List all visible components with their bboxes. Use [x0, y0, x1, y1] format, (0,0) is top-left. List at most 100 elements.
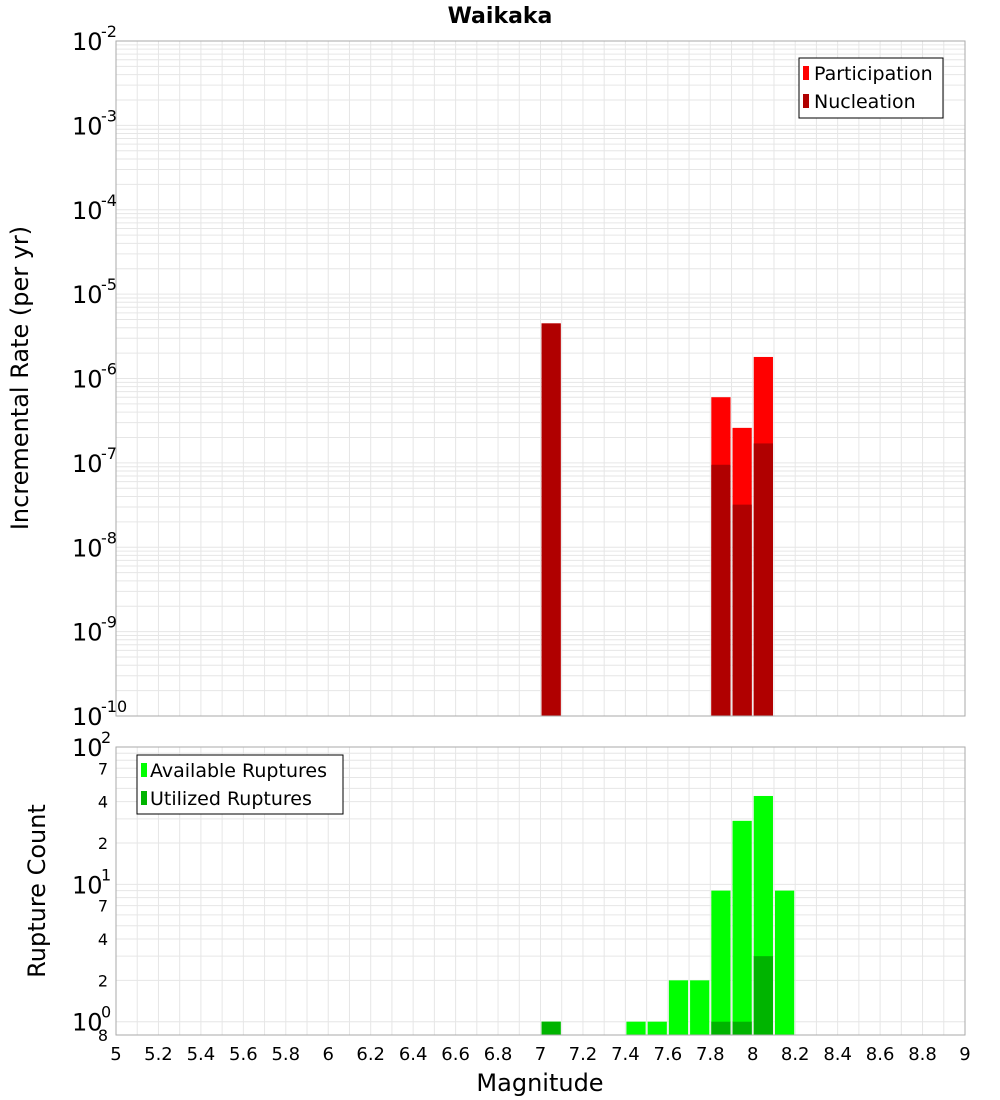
nucleation-bar [711, 464, 731, 716]
x-tick-label: 6.2 [356, 1044, 385, 1065]
count-legend: Available Ruptures Utilized Ruptures [136, 754, 344, 815]
nucleation-bar [541, 323, 561, 716]
x-tick-label: 7.6 [654, 1044, 683, 1065]
x-tick-label: 7.4 [611, 1044, 640, 1065]
count-y-axis-label: Rupture Count [23, 804, 51, 978]
rate-y-tick-base: 10 [72, 703, 103, 731]
legend-swatch-utilized [141, 791, 147, 805]
x-tick-label: 6.8 [484, 1044, 513, 1065]
rate-y-tick-exponent: -6 [101, 360, 117, 379]
utilized-ruptures-bar [753, 956, 773, 1035]
count-y-major-tick-label: 102 [72, 728, 111, 762]
x-axis-label: Magnitude [476, 1069, 603, 1097]
rate-y-tick-exponent: -5 [101, 275, 117, 294]
x-tick-label: 6.6 [441, 1044, 470, 1065]
rate-y-tick-label: 10-9 [72, 613, 117, 647]
rate-bars [541, 323, 773, 716]
rate-y-tick-label: 10-8 [72, 528, 117, 562]
rate-legend-box [798, 57, 944, 119]
rate-gridlines [115, 41, 966, 717]
x-tick-label: 9 [959, 1044, 970, 1065]
x-tick-label: 8.2 [781, 1044, 810, 1065]
x-tick-label: 7.8 [696, 1044, 725, 1065]
x-tick-label: 5 [110, 1044, 121, 1065]
x-tick-label: 7 [535, 1044, 546, 1065]
x-tick-label: 8.8 [908, 1044, 937, 1065]
count-y-major-tick-label: 101 [72, 865, 111, 899]
rate-y-tick-exponent: -2 [101, 22, 117, 41]
count-y-tick-base: 10 [72, 871, 103, 899]
rate-y-tick-label: 10-2 [72, 22, 117, 56]
rate-y-tick-label: 10-7 [72, 444, 117, 478]
count-y-minor-tick-label: 2 [98, 971, 108, 990]
available-ruptures-bar [711, 890, 731, 1035]
utilized-ruptures-bar [732, 1021, 752, 1035]
x-tick-label: 8.4 [823, 1044, 852, 1065]
count-y-tick-exponent: 2 [101, 728, 111, 747]
count-y-minor-tick-label: 8 [98, 1026, 108, 1045]
available-ruptures-bar [774, 890, 795, 1035]
rate-y-tick-base: 10 [72, 619, 103, 647]
available-ruptures-bar [647, 1021, 667, 1035]
legend-swatch-nucleation [803, 94, 809, 108]
x-tick-label: 8 [747, 1044, 758, 1065]
rate-y-tick-exponent: -3 [101, 106, 117, 125]
rate-y-axis-label: Incremental Rate (per yr) [6, 226, 34, 530]
rate-plot-frame [115, 40, 966, 717]
legend-label-available: Available Ruptures [150, 760, 327, 782]
legend-label-utilized: Utilized Ruptures [150, 788, 312, 810]
count-y-tick-base: 10 [72, 734, 103, 762]
rate-y-tick-base: 10 [72, 28, 103, 56]
rate-y-tick-base: 10 [72, 197, 103, 225]
chart-title: Waikaka [448, 4, 553, 29]
x-tick-label: 5.8 [271, 1044, 300, 1065]
rate-y-tick-exponent: -7 [101, 444, 117, 463]
available-ruptures-bar [668, 980, 689, 1035]
utilized-ruptures-bar [711, 1021, 731, 1035]
count-y-tick-base: 10 [72, 1009, 103, 1037]
count-bars [541, 795, 795, 1035]
x-tick-label: 6.4 [399, 1044, 428, 1065]
legend-swatch-available [141, 763, 147, 777]
rate-y-tick-label: 10-6 [72, 360, 117, 394]
x-tick-label: 5.6 [229, 1044, 258, 1065]
rate-y-tick-base: 10 [72, 281, 103, 309]
count-legend-box [136, 754, 344, 815]
rate-y-tick-exponent: -10 [101, 697, 127, 716]
rate-y-tick-base: 10 [72, 366, 103, 394]
rate-y-tick-exponent: -4 [101, 191, 117, 210]
rate-y-tick-base: 10 [72, 450, 103, 478]
count-y-minor-tick-label: 4 [98, 793, 108, 812]
available-ruptures-bar [732, 820, 752, 1035]
rate-legend: Participation Nucleation [798, 57, 944, 119]
count-y-minor-tick-label: 2 [98, 834, 108, 853]
x-tick-label: 7.2 [569, 1044, 598, 1065]
nucleation-bar [753, 443, 773, 716]
x-tick-label: 5.2 [144, 1044, 173, 1065]
count-y-major-tick-label: 100 [72, 1003, 111, 1037]
x-tick-labels: 5 5.2 5.4 5.6 5.8 6 6.2 6.4 6.6 6.8 7 7.2 7.4 7.6 7.8 8… [110, 1044, 970, 1065]
rate-y-tick-label: 10-10 [72, 697, 127, 731]
utilized-ruptures-bar [541, 1021, 561, 1035]
x-tick-label: 8.6 [866, 1044, 895, 1065]
count-y-minor-tick-label: 4 [98, 930, 108, 949]
rate-y-tick-label: 10-4 [72, 191, 117, 225]
count-y-tick-exponent: 1 [101, 865, 111, 884]
available-ruptures-bar [626, 1021, 646, 1035]
available-ruptures-bar [690, 980, 710, 1035]
x-tick-label: 6 [323, 1044, 334, 1065]
rate-y-tick-exponent: -8 [101, 528, 117, 547]
legend-label-nucleation: Nucleation [814, 91, 916, 113]
count-y-minor-tick-label: 7 [98, 897, 108, 916]
rate-y-tick-label: 10-5 [72, 275, 117, 309]
count-plot-frame [115, 746, 966, 1036]
rate-y-tick-exponent: -9 [101, 613, 117, 632]
rate-y-tick-label: 10-3 [72, 106, 117, 140]
x-tick-label: 5.4 [187, 1044, 216, 1065]
rate-y-tick-base: 10 [72, 534, 103, 562]
